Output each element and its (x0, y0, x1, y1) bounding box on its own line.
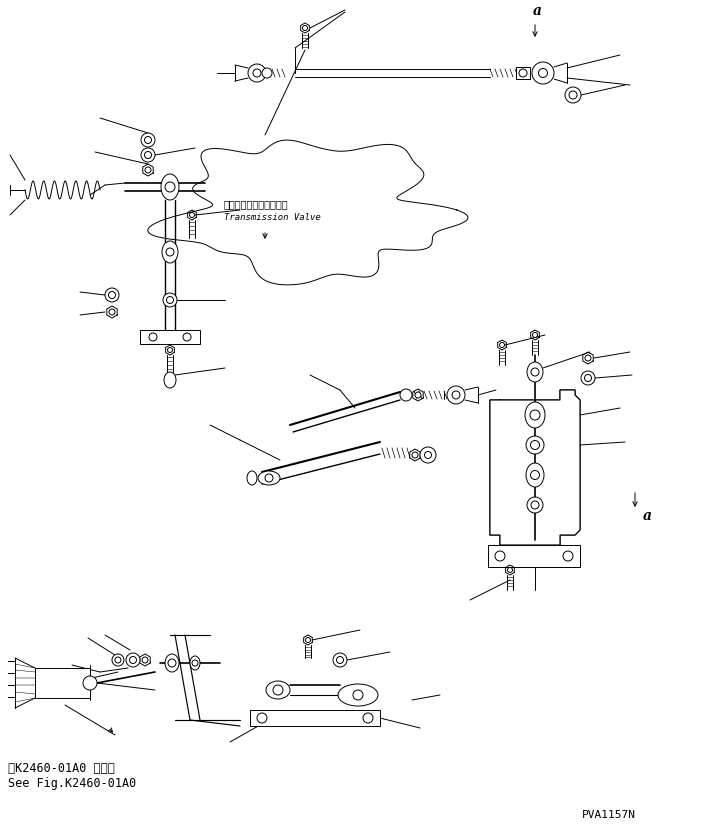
Circle shape (452, 391, 460, 399)
Ellipse shape (247, 471, 257, 485)
Circle shape (115, 657, 121, 663)
Circle shape (531, 441, 539, 450)
Text: Transmission Valve: Transmission Valve (224, 213, 321, 222)
Circle shape (538, 69, 548, 78)
Ellipse shape (161, 174, 179, 200)
Circle shape (565, 87, 581, 103)
Circle shape (531, 501, 539, 509)
Bar (516, 67, 530, 79)
Bar (140, 330, 200, 344)
Circle shape (337, 656, 344, 664)
Circle shape (508, 568, 512, 573)
Circle shape (306, 638, 311, 643)
Circle shape (257, 713, 267, 723)
Circle shape (273, 685, 283, 695)
Circle shape (585, 355, 591, 361)
Circle shape (167, 348, 172, 353)
Circle shape (526, 436, 544, 454)
Circle shape (166, 248, 174, 256)
Circle shape (584, 375, 591, 381)
Text: PVA1157N: PVA1157N (582, 810, 636, 820)
Circle shape (415, 392, 421, 398)
Ellipse shape (266, 681, 290, 699)
Circle shape (190, 212, 195, 217)
Circle shape (400, 389, 412, 401)
Bar (35, 668, 90, 698)
Circle shape (262, 68, 272, 78)
Circle shape (126, 653, 140, 667)
Ellipse shape (164, 372, 176, 388)
Circle shape (530, 410, 540, 420)
Circle shape (192, 660, 198, 666)
Circle shape (167, 297, 174, 303)
Text: 第K2460-01A0 図参照: 第K2460-01A0 図参照 (8, 762, 115, 775)
Circle shape (168, 659, 176, 667)
Ellipse shape (165, 654, 179, 672)
Circle shape (447, 386, 465, 404)
Bar (250, 710, 380, 726)
Ellipse shape (338, 684, 378, 706)
Circle shape (112, 654, 124, 666)
Circle shape (353, 690, 363, 700)
Circle shape (363, 713, 373, 723)
Circle shape (165, 182, 175, 192)
Circle shape (569, 91, 577, 99)
Circle shape (142, 657, 148, 663)
Circle shape (145, 136, 152, 144)
Circle shape (253, 69, 261, 77)
Circle shape (532, 62, 554, 84)
Circle shape (105, 288, 119, 302)
Ellipse shape (526, 463, 544, 487)
Circle shape (108, 292, 115, 298)
Circle shape (141, 133, 155, 147)
Text: See Fig.K2460-01A0: See Fig.K2460-01A0 (8, 777, 136, 790)
Circle shape (425, 451, 432, 458)
Circle shape (129, 656, 136, 664)
Circle shape (420, 447, 436, 463)
Circle shape (83, 676, 97, 690)
Circle shape (531, 368, 539, 376)
Circle shape (500, 343, 505, 348)
Circle shape (532, 333, 538, 338)
Bar (488, 545, 580, 567)
Circle shape (149, 333, 157, 341)
Circle shape (109, 309, 115, 315)
Ellipse shape (527, 362, 543, 382)
Circle shape (531, 471, 539, 480)
Circle shape (495, 551, 505, 561)
Circle shape (563, 551, 573, 561)
Circle shape (183, 333, 191, 341)
Ellipse shape (258, 471, 280, 485)
Circle shape (265, 474, 273, 482)
Circle shape (519, 69, 527, 77)
Circle shape (412, 452, 418, 458)
Circle shape (333, 653, 347, 667)
Circle shape (302, 26, 307, 30)
Circle shape (581, 371, 595, 385)
Text: トランスミションバルブ: トランスミションバルブ (224, 199, 289, 209)
Circle shape (163, 293, 177, 307)
Circle shape (141, 148, 155, 162)
Text: a: a (643, 509, 652, 523)
Circle shape (145, 151, 152, 159)
Ellipse shape (190, 656, 200, 670)
Polygon shape (490, 390, 580, 545)
Ellipse shape (525, 402, 545, 428)
Circle shape (527, 497, 543, 513)
Circle shape (145, 167, 151, 173)
Text: a: a (533, 4, 542, 18)
Circle shape (248, 64, 266, 82)
Ellipse shape (162, 241, 178, 263)
